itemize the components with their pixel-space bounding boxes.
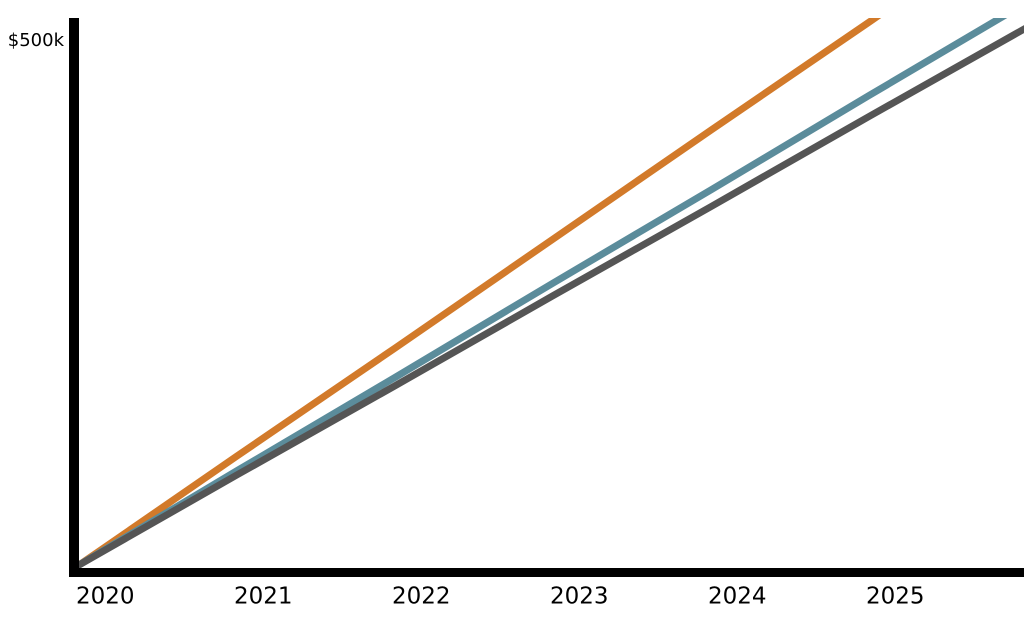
y-tick-label: $500k xyxy=(8,30,65,51)
x-axis xyxy=(69,568,1024,577)
y-axis xyxy=(69,18,79,577)
series-line xyxy=(79,18,882,568)
series-line xyxy=(79,25,1024,568)
x-tick-label: 2022 xyxy=(392,584,451,610)
x-tick-label: 2024 xyxy=(708,584,767,610)
x-tick-label: 2023 xyxy=(550,584,609,610)
x-tick-label: 2025 xyxy=(866,584,925,610)
x-tick-label: 2020 xyxy=(76,584,135,610)
x-tick-label: 2021 xyxy=(234,584,293,610)
series-line xyxy=(79,18,1008,568)
plot-area xyxy=(79,18,1024,568)
